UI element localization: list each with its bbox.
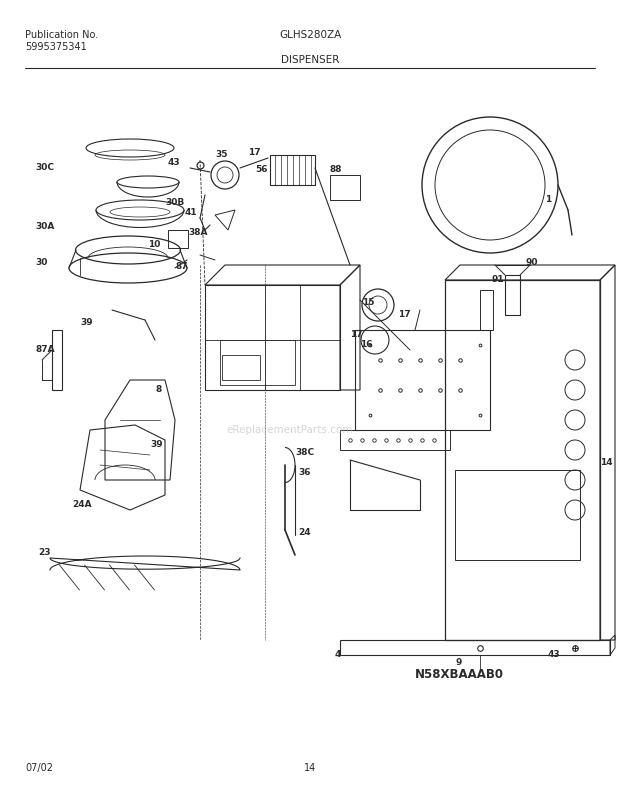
Text: 35: 35 xyxy=(215,150,228,159)
Text: 39: 39 xyxy=(80,318,92,327)
Text: 8: 8 xyxy=(155,385,161,394)
Text: 10: 10 xyxy=(148,240,161,249)
Text: 36: 36 xyxy=(298,468,311,477)
Text: 30A: 30A xyxy=(35,222,55,231)
Text: 17: 17 xyxy=(350,330,363,339)
Text: eReplacementParts.com: eReplacementParts.com xyxy=(227,425,353,435)
Text: Publication No.: Publication No. xyxy=(25,30,98,40)
Text: 39: 39 xyxy=(150,440,162,449)
Text: 17: 17 xyxy=(398,310,410,319)
Text: 17: 17 xyxy=(248,148,260,157)
Text: 24A: 24A xyxy=(72,500,92,509)
Text: 43: 43 xyxy=(548,650,560,659)
Text: 1: 1 xyxy=(545,195,551,204)
Text: 56: 56 xyxy=(255,165,267,174)
Text: 07/02: 07/02 xyxy=(25,763,53,773)
Text: 38A: 38A xyxy=(188,228,208,237)
Text: 87: 87 xyxy=(175,262,188,271)
Text: 5995375341: 5995375341 xyxy=(25,42,87,52)
Text: 30B: 30B xyxy=(165,198,184,207)
Text: 88: 88 xyxy=(330,165,342,174)
Text: 23: 23 xyxy=(38,548,50,557)
Text: 16: 16 xyxy=(360,340,373,349)
Text: 87A: 87A xyxy=(35,345,55,354)
Text: 30C: 30C xyxy=(35,163,54,172)
Text: GLHS280ZA: GLHS280ZA xyxy=(279,30,341,40)
Text: 43: 43 xyxy=(168,158,180,167)
Text: 24: 24 xyxy=(298,528,311,537)
Text: 90: 90 xyxy=(525,258,538,267)
Text: 38C: 38C xyxy=(295,448,314,457)
Text: 4: 4 xyxy=(335,650,342,659)
Text: DISPENSER: DISPENSER xyxy=(281,55,339,65)
Text: 91: 91 xyxy=(492,275,505,284)
Text: N58XBAAAB0: N58XBAAAB0 xyxy=(415,668,504,681)
Text: 9: 9 xyxy=(455,658,461,667)
Text: 14: 14 xyxy=(304,763,316,773)
Text: 15: 15 xyxy=(362,298,374,307)
Text: 30: 30 xyxy=(35,258,47,267)
Text: 14: 14 xyxy=(600,458,613,467)
Text: 41: 41 xyxy=(185,208,198,217)
